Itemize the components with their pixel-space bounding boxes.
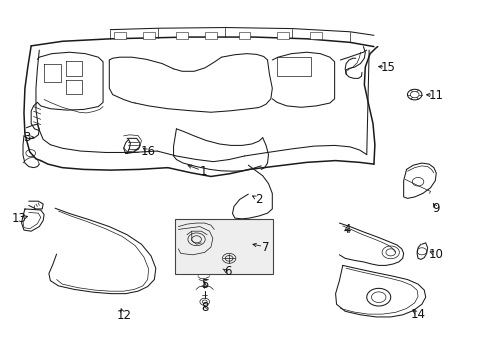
Text: 10: 10 xyxy=(428,248,443,261)
Text: 15: 15 xyxy=(380,60,395,73)
Text: 12: 12 xyxy=(116,309,131,323)
Text: 16: 16 xyxy=(141,145,156,158)
Text: 13: 13 xyxy=(12,212,26,225)
Text: 5: 5 xyxy=(201,278,208,291)
Text: 7: 7 xyxy=(262,240,269,253)
Bar xyxy=(142,32,154,39)
Bar xyxy=(175,219,273,274)
Bar xyxy=(114,32,125,39)
Bar xyxy=(276,32,288,39)
Bar xyxy=(176,32,188,39)
Text: 9: 9 xyxy=(431,202,439,215)
Text: 1: 1 xyxy=(200,165,207,178)
Text: 8: 8 xyxy=(201,301,208,314)
Bar xyxy=(238,32,250,39)
Bar xyxy=(204,32,217,39)
Text: 11: 11 xyxy=(428,89,443,102)
Text: 14: 14 xyxy=(410,307,425,321)
Text: 4: 4 xyxy=(343,223,350,236)
Text: 2: 2 xyxy=(255,193,262,206)
Text: 6: 6 xyxy=(224,265,231,278)
Text: 3: 3 xyxy=(23,131,31,144)
Bar xyxy=(310,32,322,39)
